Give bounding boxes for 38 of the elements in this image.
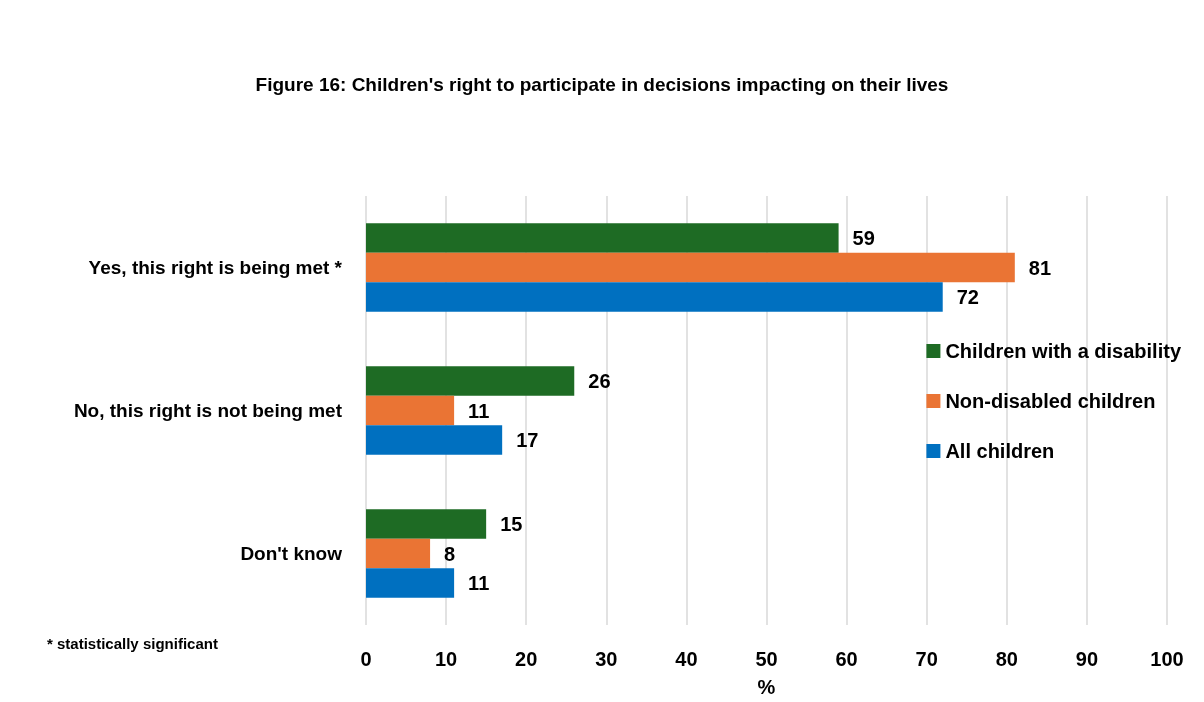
y-tick-label: Yes, this right is being met * bbox=[88, 257, 343, 278]
legend-label: Children with a disability bbox=[945, 340, 1182, 362]
data-label: 26 bbox=[588, 369, 611, 392]
y-tick-label: No, this right is not being met bbox=[73, 400, 343, 421]
x-tick-label: 100 bbox=[1150, 648, 1184, 670]
bar bbox=[366, 568, 455, 598]
x-tick-label: 60 bbox=[835, 648, 858, 670]
x-tick-label: 80 bbox=[995, 648, 1018, 670]
bar bbox=[366, 223, 839, 253]
x-tick-label: 10 bbox=[434, 648, 458, 670]
x-tick-label: 40 bbox=[675, 648, 698, 670]
bar bbox=[366, 366, 575, 396]
y-tick-label: Don't know bbox=[240, 543, 343, 564]
data-label: 15 bbox=[500, 512, 523, 535]
bar bbox=[366, 425, 503, 455]
x-tick-label: 20 bbox=[515, 648, 538, 670]
x-tick-label: 0 bbox=[360, 648, 372, 670]
x-tick-label: 30 bbox=[595, 648, 618, 670]
bar bbox=[366, 509, 487, 539]
data-label: 11 bbox=[468, 572, 490, 595]
x-tick-label: 70 bbox=[915, 648, 938, 670]
legend-label: Non-disabled children bbox=[945, 390, 1156, 412]
bar bbox=[366, 395, 455, 426]
bar bbox=[366, 282, 943, 312]
data-label: 11 bbox=[468, 399, 490, 422]
data-label: 17 bbox=[516, 429, 539, 452]
legend-label: All children bbox=[945, 440, 1055, 462]
x-tick-label: 90 bbox=[1075, 648, 1099, 670]
chart-title: Figure 16: Children's right to participate in decisions impacting on their lives bbox=[255, 74, 949, 95]
data-label: 8 bbox=[444, 542, 456, 565]
bar bbox=[366, 252, 1015, 283]
x-axis-title: % bbox=[757, 676, 776, 698]
x-tick-label: 50 bbox=[755, 648, 778, 670]
text: * statistically significant bbox=[47, 635, 218, 652]
data-label: 81 bbox=[1028, 256, 1052, 279]
data-label: 59 bbox=[852, 226, 875, 249]
bar bbox=[366, 538, 431, 569]
data-label: 72 bbox=[956, 286, 979, 309]
